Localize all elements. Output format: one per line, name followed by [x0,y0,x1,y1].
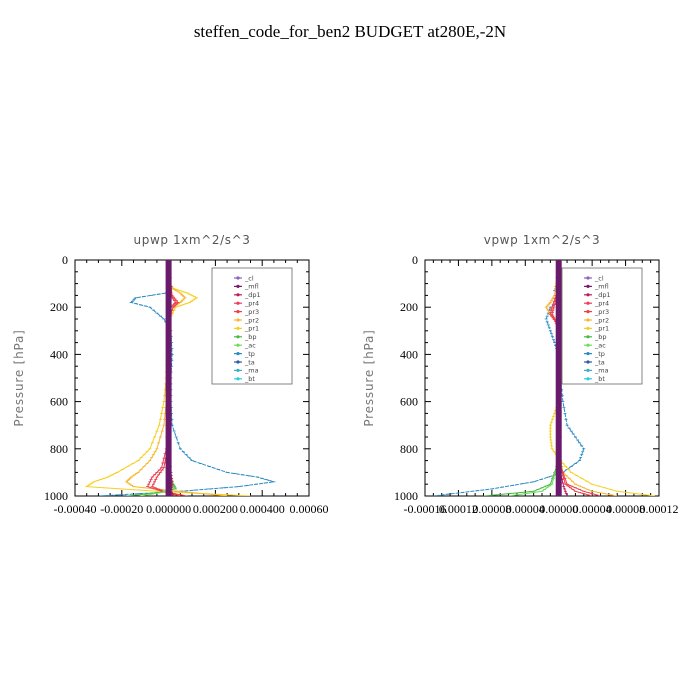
y-tick-label: 1000 [394,489,418,503]
legend-label: _pr3 [594,308,609,316]
y-tick-label: 800 [50,442,68,456]
x-tick-label: 0.00004 [506,502,545,516]
mfl-bar [165,260,172,496]
x-tick-label: -0.00040 [54,502,97,516]
y-axis-label: Pressure [hPa] [362,329,376,426]
y-tick-label: 400 [400,347,418,361]
legend-marker [586,343,590,347]
legend-label: _cl [244,274,254,282]
panel-title: upwp 1xm^2/s^3 [134,233,251,247]
legend-label: _pr4 [244,300,259,308]
legend-marker [236,335,240,339]
legend-label: _dp1 [244,291,261,299]
x-tick-label: 0.000400 [240,502,285,516]
panel-title: vpwp 1xm^2/s^3 [484,233,600,247]
legend-marker [586,284,590,288]
y-axis-label: Pressure [hPa] [12,329,26,426]
legend-marker [586,335,590,339]
x-tick-label: 0.00060 [290,502,329,516]
legend-label: _ma [594,367,609,375]
legend-label: _ac [244,342,256,350]
x-tick-label: 0.00008 [472,502,511,516]
x-tick-label: 0.00008 [606,502,645,516]
y-tick-label: 600 [400,395,418,409]
legend-label: _ta [594,358,605,366]
legend-marker [586,326,590,330]
series-line-ac [508,260,560,496]
legend-marker [236,368,240,372]
legend-box [561,267,643,385]
y-tick-label: 0 [412,253,418,267]
y-tick-label: 600 [50,395,68,409]
plot-area [433,260,655,496]
panel-2: vpwp 1xm^2/s^3 Pressure [hPa] 0 200 400 600 80… [362,233,679,516]
legend-marker [586,377,590,381]
legend-label: _pr2 [594,316,609,324]
legend-marker [586,310,590,314]
legend-marker [586,368,590,372]
x-tick-label: 0.00000 [539,502,578,516]
legend-marker [236,301,240,305]
y-tick-label: 1000 [44,489,68,503]
y-tick-label: 800 [400,442,418,456]
legend-label: _mfl [594,283,609,291]
legend-label: _pr3 [244,308,259,316]
x-tick-label: 0.000200 [193,502,238,516]
legend-label: _bp [594,333,607,341]
legend-label: _tp [244,350,255,358]
x-tick-label: 0.00012 [439,502,478,516]
legend-label: _bt [594,375,605,383]
legend-marker [586,318,590,322]
legend-label: _pr4 [594,300,609,308]
legend-marker [236,352,240,356]
x-tick-label: 0.00012 [640,502,679,516]
legend-marker [236,343,240,347]
legend-marker [236,360,240,364]
legend: _cl_mfl_dp1_pr4_pr3_pr2_pr1_bp_ac_tp_ta_… [561,267,643,385]
legend-label: _dp1 [594,291,611,299]
legend-box [211,267,293,385]
x-tick-label: 0.000000 [146,502,191,516]
legend-marker [236,326,240,330]
legend-marker [236,318,240,322]
legend-marker [236,284,240,288]
legend-label: _ma [244,367,259,375]
y-tick-label: 0 [62,253,68,267]
figure-title: steffen_code_for_ben2 BUDGET at280E,-2N [193,22,507,41]
legend-marker [586,276,590,280]
legend: _cl_mfl_dp1_pr4_pr3_pr2_pr1_bp_ac_tp_ta_… [211,267,293,385]
plot-area [85,260,276,496]
legend-marker [236,293,240,297]
x-tick-label: 0.00004 [573,502,612,516]
legend-label: _cl [594,274,604,282]
legend-label: _mfl [244,283,259,291]
legend-marker [236,377,240,381]
legend-marker [236,276,240,280]
y-tick-label: 400 [50,347,68,361]
x-tick-label: -0.00016 [404,502,447,516]
series-line-bp [483,260,560,496]
panel-1: upwp 1xm^2/s^3 Pressure [hPa] 0 200 400 600 80… [12,233,329,516]
legend-label: _pr2 [244,316,259,324]
legend-label: _ta [244,358,255,366]
legend-marker [586,352,590,356]
legend-label: _pr1 [594,325,609,333]
y-tick-label: 200 [50,300,68,314]
legend-marker [236,310,240,314]
mfl-bar [555,260,562,496]
legend-marker [586,360,590,364]
x-tick-label: -0.00020 [100,502,143,516]
legend-marker [586,301,590,305]
y-tick-label: 200 [400,300,418,314]
legend-label: _pr1 [244,325,259,333]
legend-label: _tp [594,350,605,358]
legend-marker [586,293,590,297]
legend-label: _bp [244,333,257,341]
legend-label: _bt [244,375,255,383]
legend-label: _ac [594,342,606,350]
